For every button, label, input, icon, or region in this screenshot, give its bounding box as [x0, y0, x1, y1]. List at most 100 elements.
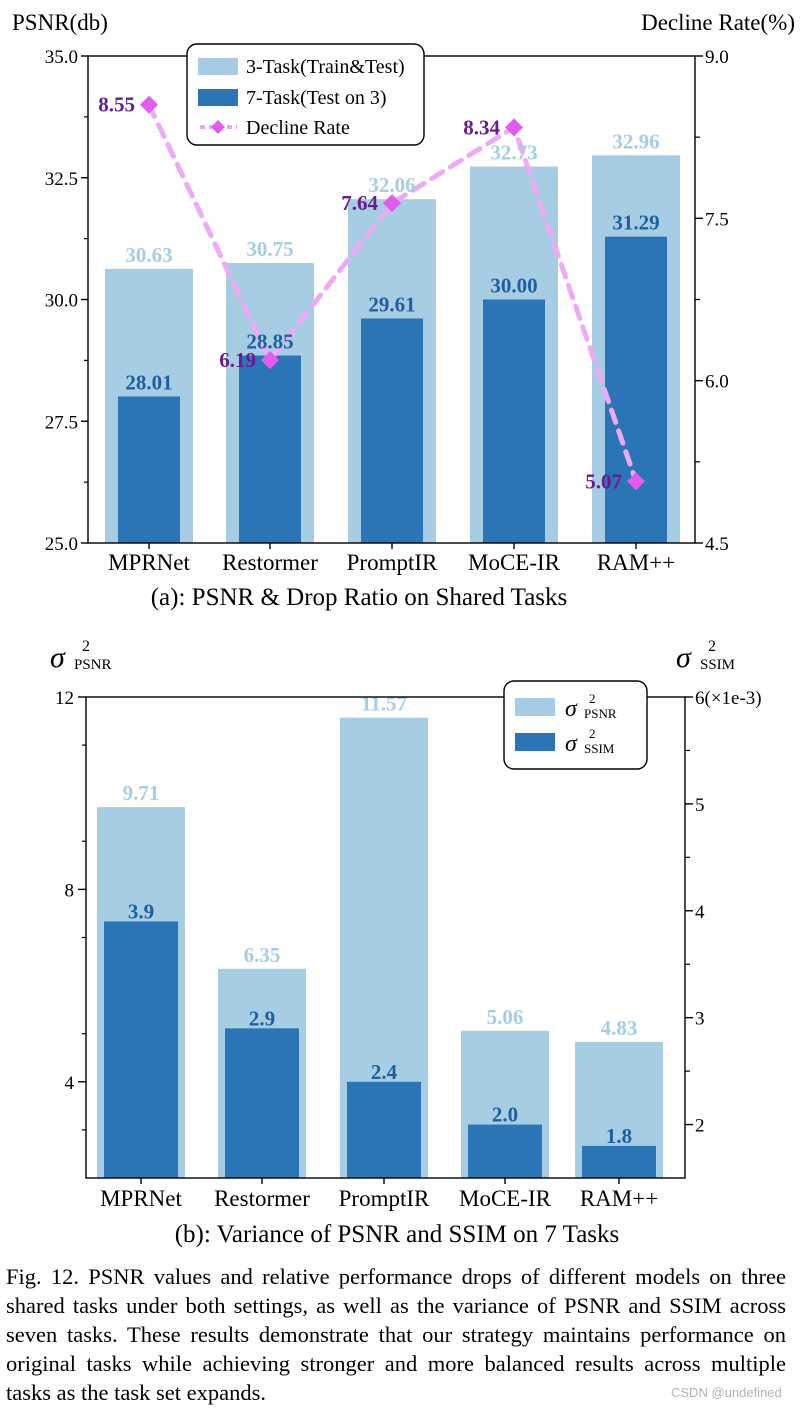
bar-7task-2 — [239, 355, 301, 543]
right-tick-label-1: 2 — [695, 1116, 705, 1137]
label-ssim-var-2: 2.9 — [249, 1006, 275, 1030]
decline-point-1 — [140, 95, 158, 114]
bar-ssim-var-2 — [225, 1028, 299, 1178]
category-label-1: MPRNet — [100, 1186, 182, 1211]
left-tick-label-1: 25.0 — [45, 534, 78, 555]
right-axis-label: Decline Rate(%) — [641, 10, 795, 35]
legend-label-ssim: σ 2 SSIM — [565, 726, 615, 757]
decline-rate-line — [140, 95, 645, 491]
label-3task-3: 32.06 — [368, 173, 415, 197]
category-label-5: RAM++ — [597, 550, 675, 575]
right-tick-label-2: 3 — [695, 1009, 705, 1030]
category-labels: MPRNet Restormer PromptIR MoCE-IR RAM++ — [108, 550, 675, 575]
label-7task-4: 30.00 — [490, 274, 537, 298]
decline-rate-path — [146, 102, 639, 484]
svg-text:2: 2 — [82, 638, 90, 655]
bar-7task-4 — [483, 299, 545, 543]
label-decline-5: 5.07 — [585, 469, 622, 493]
svg-text:σ: σ — [565, 731, 578, 757]
bar-ssim-var-3 — [347, 1081, 421, 1178]
legend-swatch-light — [515, 698, 555, 716]
label-7task-1: 28.01 — [125, 370, 172, 394]
svg-text:2: 2 — [589, 726, 596, 741]
left-tick-label-3: 12 — [55, 688, 74, 709]
left-tick-label-2: 27.5 — [45, 412, 78, 433]
legend: 3-Task(Train&Test) 7-Task(Test on 3) Dec… — [186, 43, 425, 146]
chart-b: σ 2 PSNR σ 2 SSIM 9.71 3.9 6.35 2.9 11.57 2.4… — [50, 638, 762, 1248]
right-tick-label-1: 4.5 — [705, 534, 729, 555]
axis-ticks: 25.0 27.5 30.0 32.5 35.0 4.5 6.0 7.5 9.0 — [45, 47, 729, 555]
right-axis-label: σ 2 SSIM — [676, 638, 735, 674]
label-ssim-var-3: 2.4 — [371, 1060, 398, 1084]
legend-swatch-dark — [515, 733, 555, 751]
decline-point-5 — [627, 472, 645, 491]
label-7task-3: 29.61 — [368, 292, 415, 316]
left-axis-label: σ 2 PSNR — [50, 638, 112, 674]
right-tick-label-3: 7.5 — [705, 209, 729, 230]
left-tick-label-1: 4 — [65, 1073, 75, 1094]
label-psnr-var-4: 5.06 — [487, 1005, 524, 1029]
label-7task-2: 28.85 — [246, 330, 293, 354]
legend-diamond-icon — [211, 120, 225, 134]
figure-caption: Fig. 12. PSNR values and relative perfor… — [6, 1264, 786, 1405]
subtitle-b: (b): Variance of PSNR and SSIM on 7 Task… — [175, 1221, 620, 1248]
left-axis-label: PSNR(db) — [12, 10, 108, 35]
label-ssim-var-5: 1.8 — [606, 1124, 632, 1148]
svg-text:σ: σ — [565, 696, 578, 722]
bar-ssim-var-1 — [104, 921, 178, 1178]
decline-point-3 — [383, 194, 401, 213]
category-label-4: MoCE-IR — [459, 1186, 552, 1211]
label-3task-1: 30.63 — [125, 243, 172, 267]
legend-label-decline: Decline Rate — [246, 117, 350, 139]
data-labels: 9.71 3.9 6.35 2.9 11.57 2.4 5.06 2.0 4.83 1.8 — [123, 692, 638, 1148]
label-decline-4: 8.34 — [463, 115, 500, 139]
label-decline-2: 6.19 — [219, 348, 256, 372]
label-ssim-var-1: 3.9 — [128, 899, 154, 923]
bar-ssim-var-4 — [468, 1124, 542, 1178]
chart-a: PSNR(db) Decline Rate(%) 30.63 28.01 30.75… — [12, 10, 795, 611]
decline-point-4 — [505, 118, 523, 137]
label-psnr-var-3: 11.57 — [361, 692, 407, 716]
left-tick-label-2: 8 — [65, 880, 75, 901]
svg-text:PSNR: PSNR — [74, 657, 112, 673]
label-psnr-var-2: 6.35 — [244, 943, 281, 967]
legend-label-3task: 3-Task(Train&Test) — [246, 56, 405, 78]
decline-point-2 — [261, 351, 279, 370]
category-label-3: PromptIR — [347, 550, 438, 575]
data-labels: 30.63 28.01 30.75 28.85 32.06 29.61 32.73 30.00… — [98, 93, 659, 494]
category-label-5: RAM++ — [580, 1186, 658, 1211]
bars — [97, 717, 663, 1178]
category-label-4: MoCE-IR — [468, 550, 561, 575]
category-label-2: Restormer — [214, 1186, 310, 1211]
label-7task-5: 31.29 — [612, 211, 659, 235]
axis-ticks: 4 8 12 2 3 4 5 6(×1e-3) — [55, 688, 762, 1184]
label-decline-3: 7.64 — [341, 191, 378, 215]
legend-swatch-dark — [198, 89, 238, 106]
label-3task-5: 32.96 — [612, 129, 659, 153]
bar-7task-1 — [118, 396, 180, 543]
bars — [105, 155, 680, 544]
svg-text:SSIM: SSIM — [584, 741, 615, 756]
category-label-2: Restormer — [222, 550, 318, 575]
category-label-3: PromptIR — [339, 1186, 430, 1211]
left-tick-label-3: 30.0 — [45, 291, 78, 312]
right-tick-label-4: 5 — [695, 795, 705, 816]
right-tick-label-2: 6.0 — [705, 372, 729, 393]
legend-swatch-light — [198, 58, 238, 75]
bar-7task-5 — [605, 236, 667, 543]
svg-text:PSNR: PSNR — [584, 706, 617, 721]
legend-label-7task: 7-Task(Test on 3) — [246, 87, 387, 109]
svg-text:SSIM: SSIM — [700, 657, 735, 673]
bar-7task-3 — [361, 318, 423, 543]
subtitle-a: (a): PSNR & Drop Ratio on Shared Tasks — [151, 584, 568, 611]
legend: σ 2 PSNR σ 2 SSIM — [503, 680, 648, 770]
label-3task-4: 32.73 — [490, 141, 537, 165]
bar-ssim-var-5 — [582, 1145, 656, 1178]
legend-label-psnr: σ 2 PSNR — [565, 691, 617, 722]
svg-text:σ: σ — [676, 641, 692, 674]
category-labels: MPRNet Restormer PromptIR MoCE-IR RAM++ — [100, 1186, 658, 1211]
right-tick-label-3: 4 — [695, 902, 705, 923]
right-tick-label-5: 6(×1e-3) — [695, 688, 762, 709]
left-tick-label-4: 32.5 — [45, 169, 78, 190]
label-decline-1: 8.55 — [98, 93, 135, 117]
